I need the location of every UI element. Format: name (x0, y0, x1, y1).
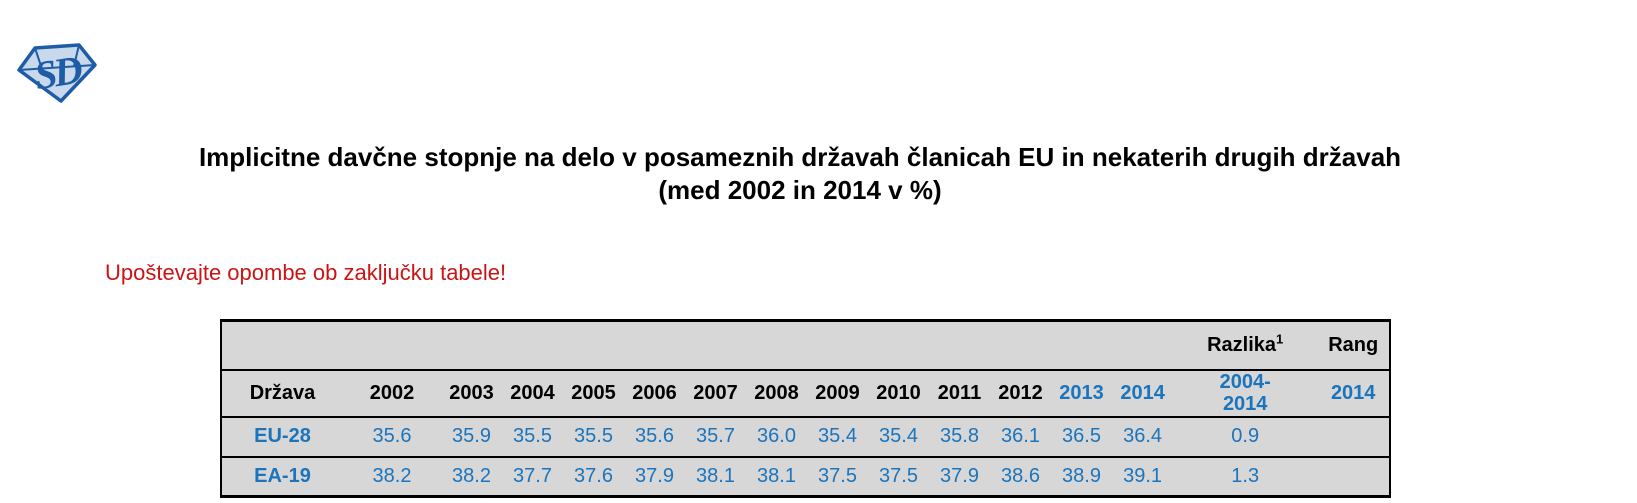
header-spacer (221, 321, 1173, 370)
year-header-2010: 2010 (876, 381, 921, 404)
page-title-line2: (med 2002 in 2014 v %) (658, 175, 942, 205)
razlika-period-line1: 2004- (1219, 371, 1271, 393)
rang-cell (1317, 417, 1390, 457)
logo-letters: SD (31, 46, 85, 98)
table-row-eu28: EU-28 35.6 35.9 35.5 35.5 35.6 35.7 36.0… (221, 417, 1391, 457)
razlika-cell: 1.3 (1231, 464, 1260, 487)
value-cell: 35.8 (940, 425, 979, 447)
year-header-2002: 2002 (369, 381, 415, 404)
value-cell: 37.6 (574, 464, 613, 487)
data-table: Razlika1 Rang Država 2002 2003 2004 2005… (220, 319, 1392, 498)
year-header-2013: 2013 (1059, 381, 1104, 404)
table-container: Razlika1 Rang Država 2002 2003 2004 2005… (220, 319, 1392, 498)
value-cell: 36.5 (1062, 425, 1101, 447)
value-cell: 38.9 (1062, 464, 1101, 487)
year-header-2006: 2006 (632, 381, 677, 404)
row-label: EU-28 (254, 425, 311, 447)
value-cell: 37.9 (635, 464, 674, 487)
page-title: Implicitne davčne stopnje na delo v posa… (0, 141, 1600, 207)
footnote-marker: 1 (1276, 331, 1284, 347)
value-cell: 38.6 (1001, 464, 1040, 487)
value-cell: 37.7 (513, 464, 552, 487)
year-header-2004: 2004 (510, 381, 555, 404)
value-cell: 37.9 (940, 464, 979, 487)
rang-year-header: 2014 (1330, 381, 1376, 404)
table-row-ea19: EA-19 38.2 38.2 37.7 37.6 37.9 38.1 38.1… (221, 457, 1390, 497)
row-label: EA-19 (254, 464, 311, 487)
year-header-2005: 2005 (571, 381, 616, 404)
country-column-header: Država (249, 381, 316, 404)
value-cell: 38.2 (452, 464, 491, 487)
year-header-2009: 2009 (815, 381, 860, 404)
year-header-2014: 2014 (1120, 381, 1165, 404)
rang-column-header: Rang (1328, 333, 1379, 356)
razlika-column-header: Razlika1 (1173, 321, 1317, 370)
value-cell: 35.7 (696, 425, 735, 447)
value-cell: 35.4 (818, 425, 857, 447)
rang-cell (1317, 457, 1390, 497)
year-header-2003: 2003 (449, 381, 494, 404)
table-header-row-top: Razlika1 Rang (221, 321, 1391, 370)
year-header-2012: 2012 (998, 381, 1043, 404)
razlika-label: Razlika (1207, 333, 1277, 356)
value-cell: 36.0 (757, 425, 796, 447)
value-cell: 35.4 (879, 425, 918, 447)
surs-diamond-logo: SD (17, 43, 97, 103)
value-cell: 38.2 (372, 464, 412, 487)
value-cell: 36.1 (1001, 425, 1040, 447)
razlika-cell: 0.9 (1231, 425, 1260, 447)
value-cell: 38.1 (696, 464, 735, 487)
notes-warning-text: Upoštevajte opombe ob zaključku tabele! (105, 260, 507, 285)
year-header-2011: 2011 (937, 381, 982, 404)
table-header-row-years: Država 2002 2003 2004 2005 2006 2007 200… (221, 370, 1391, 417)
value-cell: 37.5 (818, 464, 857, 487)
value-cell: 35.5 (574, 425, 613, 447)
razlika-period-line2: 2014 (1222, 393, 1268, 415)
value-cell: 35.9 (452, 425, 491, 447)
value-cell: 35.5 (513, 425, 552, 447)
year-header-2008: 2008 (754, 381, 799, 404)
value-cell: 35.6 (635, 425, 674, 447)
value-cell: 36.4 (1123, 425, 1163, 447)
value-cell: 39.1 (1123, 464, 1163, 487)
razlika-period-header: 2004- 2014 (1173, 370, 1317, 417)
value-cell: 38.1 (757, 464, 796, 487)
value-cell: 35.6 (372, 425, 412, 447)
year-header-2007: 2007 (693, 381, 738, 404)
page-title-line1: Implicitne davčne stopnje na delo v posa… (198, 142, 1402, 172)
value-cell: 37.5 (879, 464, 918, 487)
